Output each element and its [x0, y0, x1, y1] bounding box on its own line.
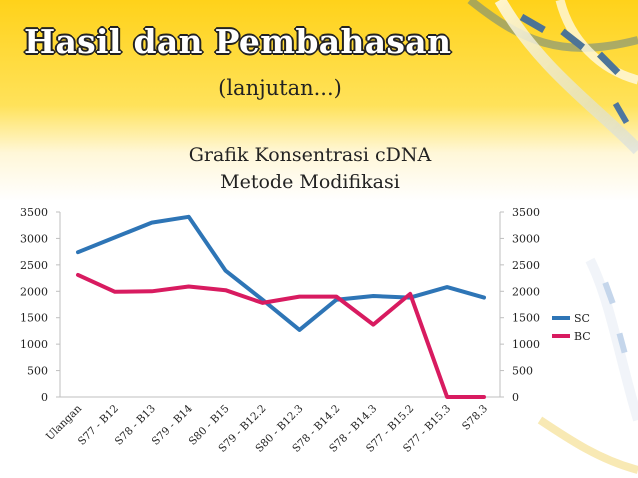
- y-tick-label-right: 1000: [512, 338, 540, 351]
- dna-helix-decoration: [467, 0, 638, 474]
- y-tick-label-right: 0: [512, 391, 519, 404]
- slide-subtitle: (lanjutan...): [218, 76, 342, 100]
- y-tick-label-left: 1500: [20, 312, 48, 325]
- y-tick-label-left: 3000: [20, 232, 48, 245]
- y-tick-label-left: 2500: [20, 259, 48, 272]
- y-tick-label-right: 1500: [512, 312, 540, 325]
- y-tick-label-right: 3000: [512, 232, 540, 245]
- legend-label-bc: BC: [574, 330, 591, 343]
- y-tick-label-left: 500: [27, 365, 48, 378]
- y-tick-label-right: 3500: [512, 206, 540, 219]
- y-tick-label-right: 2000: [512, 285, 540, 298]
- x-tick-label: S78.3: [460, 403, 490, 433]
- y-tick-label-left: 2000: [20, 285, 48, 298]
- legend-label-sc: SC: [574, 312, 590, 325]
- y-tick-label-right: 500: [512, 365, 533, 378]
- series-line-sc: [76, 214, 486, 332]
- chart-title: Grafik Konsentrasi cDNA Metode Modifikas…: [120, 142, 500, 196]
- y-tick-label-left: 1000: [20, 338, 48, 351]
- series-line-bc: [76, 272, 486, 399]
- y-tick-label-left: 0: [41, 391, 48, 404]
- slide-title: Hasil dan Pembahasan: [24, 22, 452, 61]
- y-tick-label-right: 2500: [512, 259, 540, 272]
- chart-title-line-1: Grafik Konsentrasi cDNA: [188, 144, 432, 166]
- chart-title-line-2: Metode Modifikasi: [220, 171, 400, 193]
- y-tick-label-left: 3500: [20, 206, 48, 219]
